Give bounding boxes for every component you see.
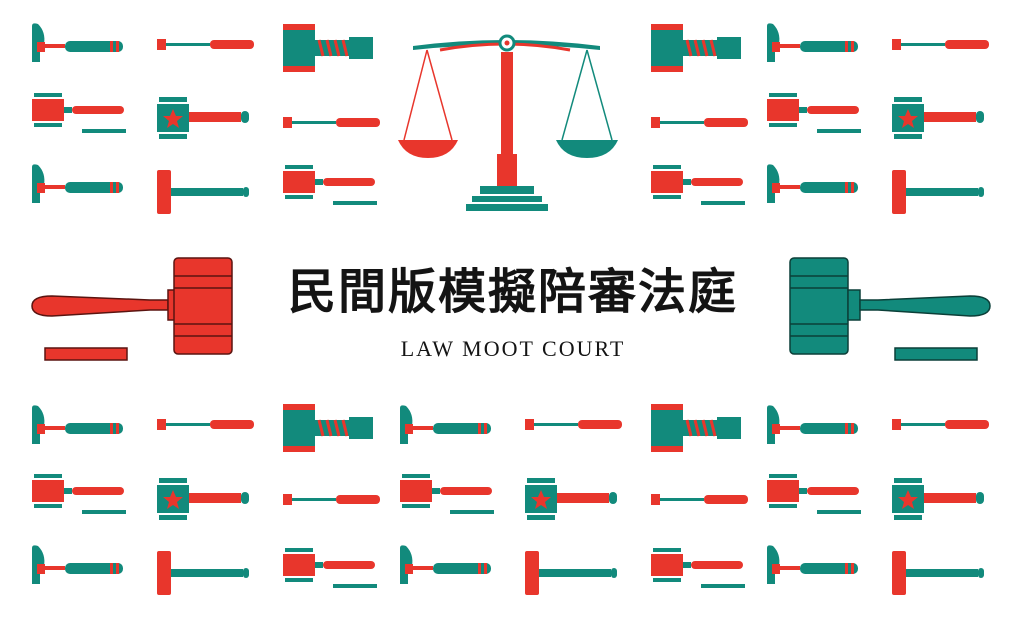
gavel-icon-left [31,257,233,361]
page-title: 民間版模擬陪審法庭 [287,264,738,320]
scales-of-justice-icon [398,34,618,211]
pattern-top-left [32,22,380,214]
page-subtitle: LAW MOOT COURT [400,336,626,361]
gavel-icon-right [789,257,991,361]
pattern-bottom [32,402,989,595]
pattern-top-right [649,22,989,214]
